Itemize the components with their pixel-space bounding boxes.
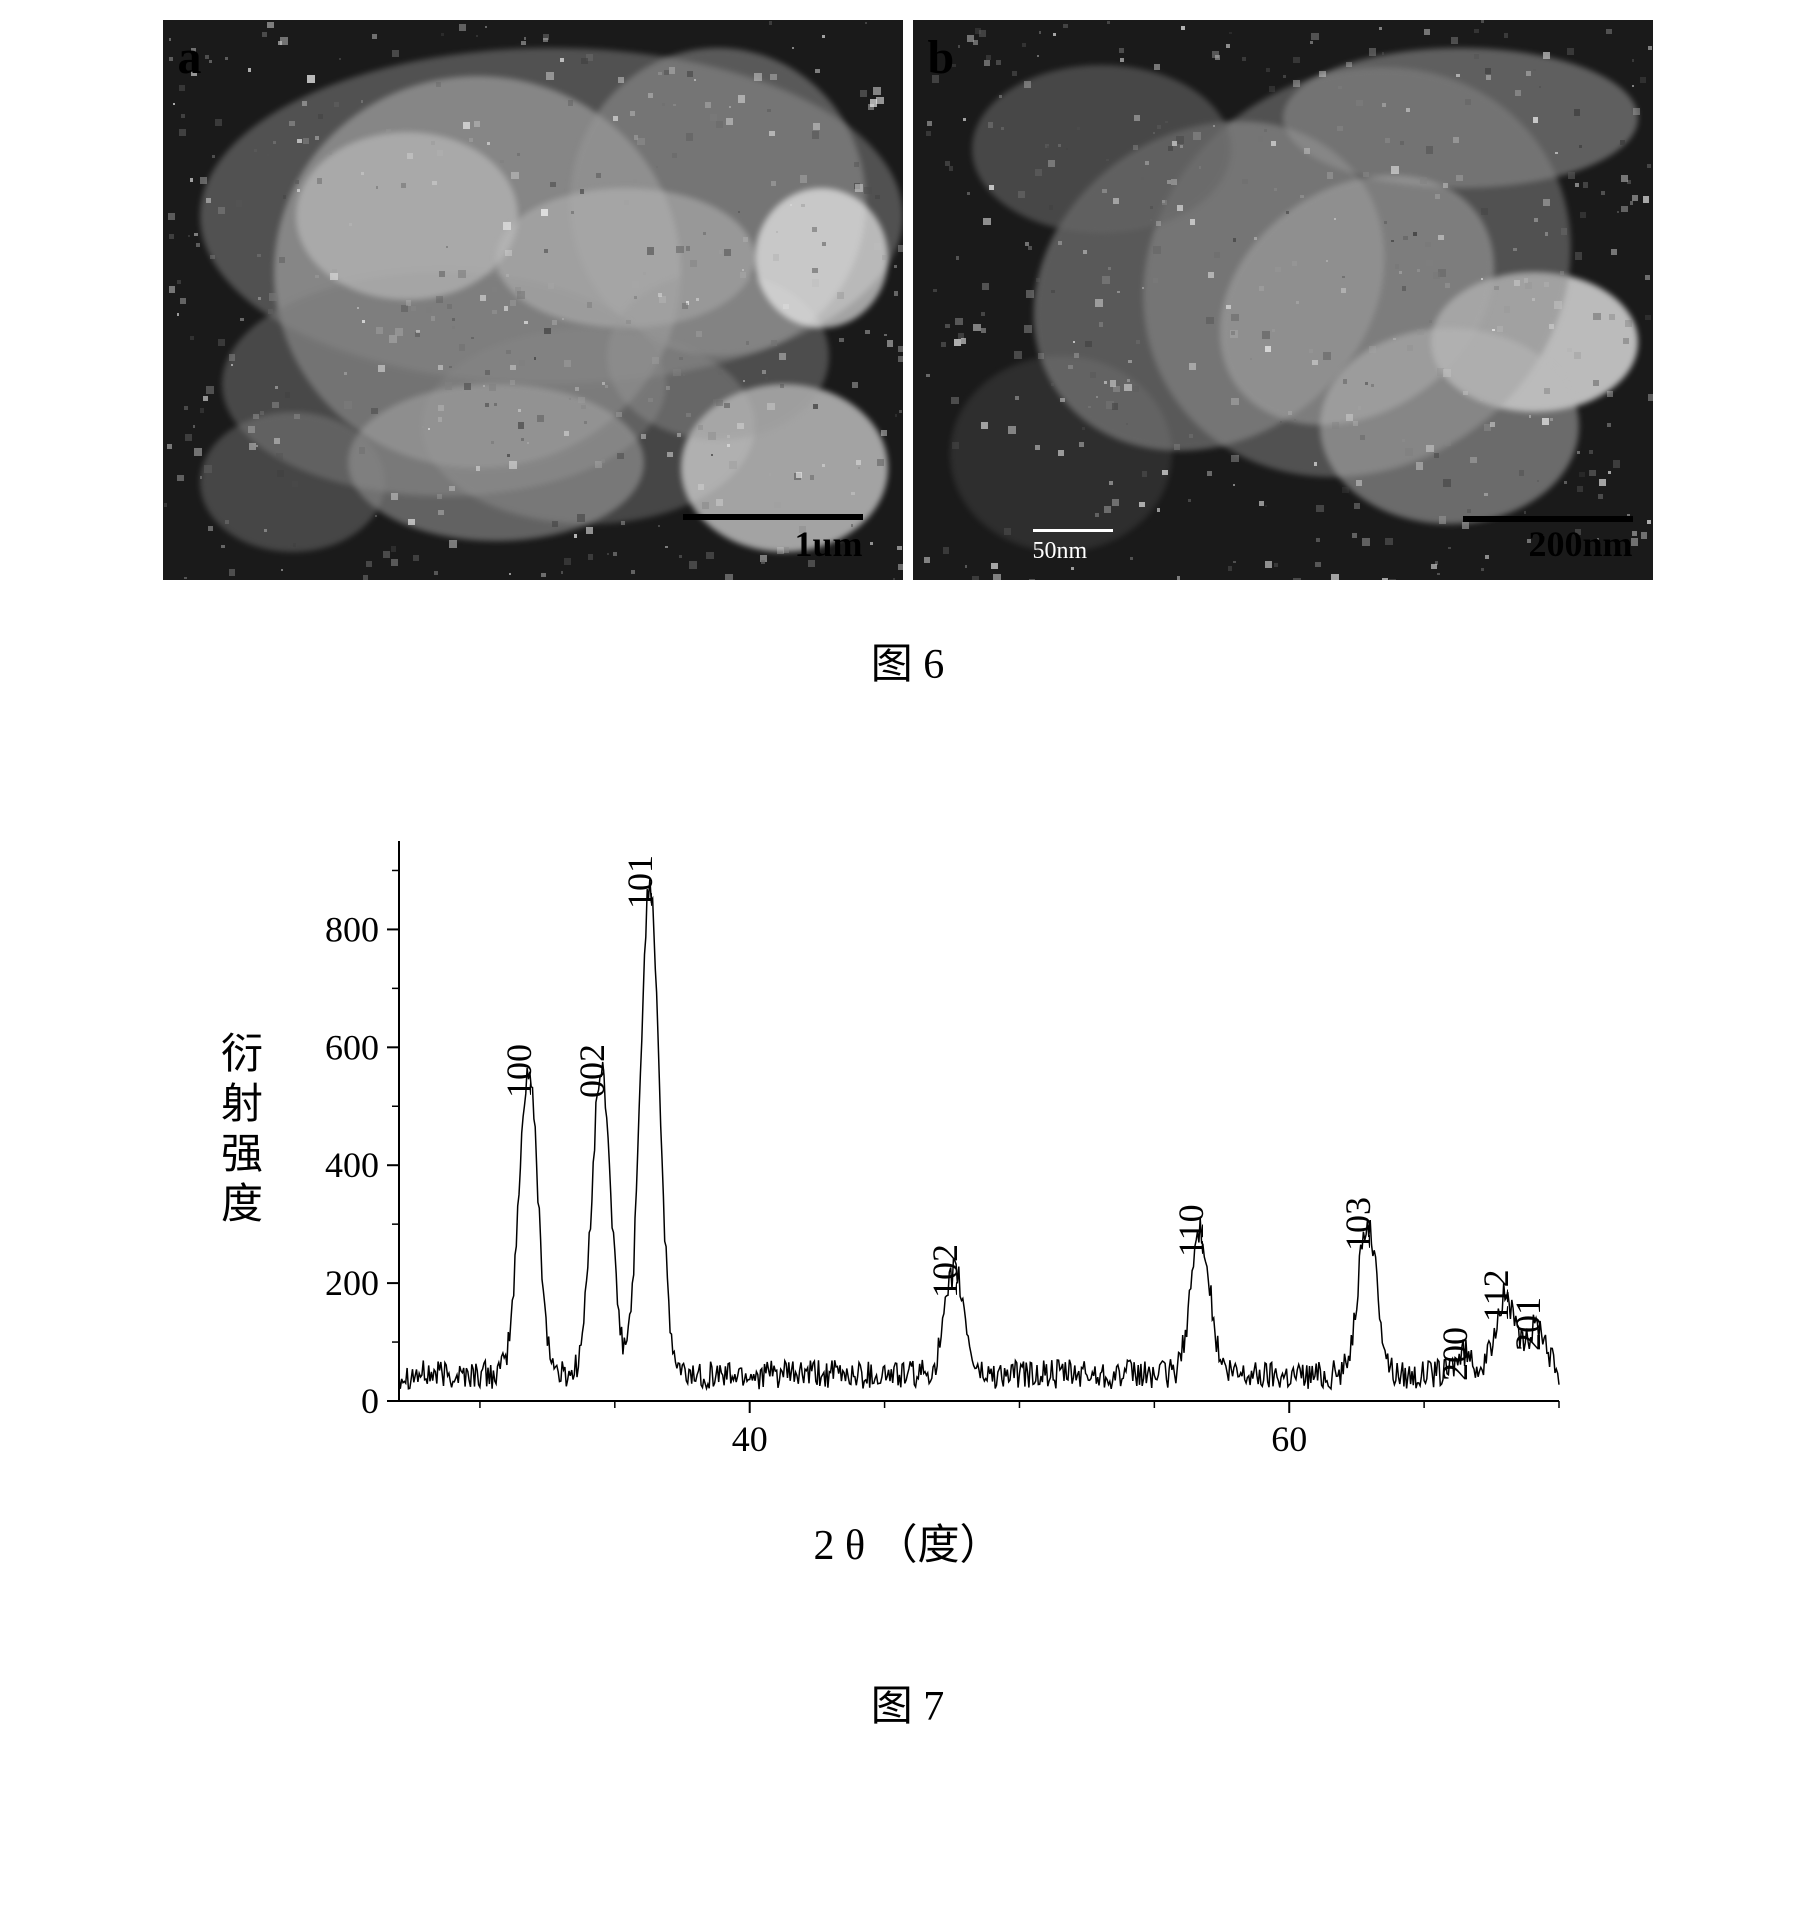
peak-label-200: 200 xyxy=(1434,1327,1476,1381)
svg-text:60: 60 xyxy=(1271,1419,1307,1459)
peak-label-101: 101 xyxy=(619,855,661,909)
svg-text:400: 400 xyxy=(325,1145,379,1185)
peak-label-002: 002 xyxy=(571,1044,613,1098)
panel-label-b: b xyxy=(928,30,955,85)
svg-text:200: 200 xyxy=(325,1263,379,1303)
peak-label-201: 201 xyxy=(1507,1297,1549,1351)
svg-text:800: 800 xyxy=(325,909,379,949)
panel-label-a: a xyxy=(178,30,202,85)
peak-label-110: 110 xyxy=(1170,1204,1212,1257)
scale-bar-b-inset: 50nm xyxy=(1033,538,1088,565)
y-axis-label: 衍射强度 xyxy=(208,1031,269,1231)
peak-label-100: 100 xyxy=(498,1044,540,1098)
figure-caption-7: 图 7 xyxy=(871,1672,945,1733)
scale-line-b xyxy=(1463,516,1633,522)
micrograph-row: a 1um b 50nm 200nm xyxy=(163,20,1653,580)
x-axis-label: 2 θ （度） xyxy=(813,1511,1001,1572)
scale-bar-a: 1um xyxy=(794,523,862,565)
svg-text:0: 0 xyxy=(361,1381,379,1421)
micrograph-panel-b: b 50nm 200nm xyxy=(913,20,1653,580)
svg-text:600: 600 xyxy=(325,1027,379,1067)
peak-label-102: 102 xyxy=(924,1244,966,1298)
scale-line-b-inset xyxy=(1033,529,1113,532)
xrd-svg: 0 200 400 600 800 40 60 xyxy=(289,781,1589,1481)
figure-caption-6: 图 6 xyxy=(871,630,945,691)
xrd-plot: 02004006008004060 1000021011021101032001… xyxy=(289,781,1589,1481)
svg-text:40: 40 xyxy=(731,1419,767,1459)
scale-line-a xyxy=(683,514,863,520)
peak-label-103: 103 xyxy=(1337,1197,1379,1251)
scale-bar-b: 200nm xyxy=(1528,523,1632,565)
micrograph-panel-a: a 1um xyxy=(163,20,903,580)
xrd-container: 衍射强度 0 200 400 600 800 40 60 100 002 101 102 110 10… xyxy=(208,781,1608,1481)
